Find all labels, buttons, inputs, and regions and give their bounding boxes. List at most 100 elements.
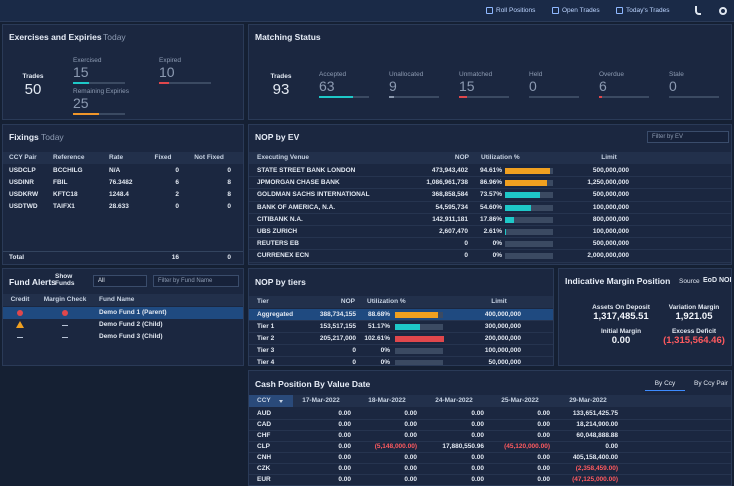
total-cell: 16 [171, 254, 179, 261]
stat-track [459, 96, 509, 98]
nop-value: 205,217,000 [319, 335, 356, 342]
column-header: Tier [257, 298, 269, 305]
stat-track [73, 113, 125, 115]
column-header: NOP [340, 298, 355, 305]
nop-value: 473,943,402 [431, 167, 468, 174]
nop-value: 0 [352, 347, 356, 354]
show-funds-label: Show Funds [55, 273, 75, 287]
toolbar-link[interactable]: Today's Trades [626, 7, 670, 14]
margin-label: Excess Deficit [671, 328, 717, 335]
nop-value: 1,086,961,738 [426, 179, 468, 187]
row-name: STATE STREET BANK LONDON [257, 167, 356, 174]
table-header [3, 294, 243, 306]
row-name: Tier 4 [257, 359, 275, 366]
trades-count: 93 [272, 81, 290, 98]
table-cell: 0.00 [404, 454, 417, 461]
table-cell: 8 [227, 191, 231, 198]
stat-bar [159, 82, 170, 84]
row-divider [249, 176, 731, 178]
stat-value: 10 [159, 64, 175, 80]
column-header: Not Fixed [194, 154, 224, 161]
toolbar-link[interactable]: Roll Positions [496, 7, 536, 14]
limit-value: 100,000,000 [484, 347, 521, 354]
utilization-label: 2.61% [483, 228, 502, 235]
panel-subtitle: Today [103, 32, 126, 42]
column-header: Limit [491, 298, 507, 305]
limit-value: 2,000,000,000 [587, 252, 629, 260]
panel-title: Fund Alerts [9, 277, 56, 287]
row-divider [249, 452, 731, 453]
fund-select[interactable]: All [93, 275, 147, 287]
table-cell: 0.00 [338, 443, 351, 450]
utilization-track [505, 216, 553, 223]
utilization-label: 54.60% [479, 203, 502, 211]
table-cell: 0.00 [404, 465, 417, 472]
trades-count: 50 [24, 81, 42, 98]
utilization-track [395, 360, 443, 365]
stat-track [73, 82, 125, 84]
row-name: JPMORGAN CHASE BANK [257, 179, 340, 187]
table-cell: 0.00 [537, 476, 550, 483]
fund-name[interactable]: Demo Fund 2 (Child) [99, 321, 163, 328]
limit-value: 50,000,000 [488, 359, 521, 366]
margin-value: 1,317,485.51 [593, 311, 649, 322]
stat-label: Held [529, 71, 543, 78]
nop-value: 0 [464, 252, 468, 260]
row-divider [249, 419, 731, 420]
table-cell: 1248.4 [109, 191, 129, 198]
utilization-bar [505, 180, 547, 187]
table-header [249, 152, 731, 164]
column-header: 18-Mar-2022 [368, 397, 406, 404]
limit-value: 500,000,000 [592, 191, 629, 199]
nop-value: 153,517,155 [319, 323, 356, 330]
dash-icon [62, 337, 68, 338]
column-header: Fund Name [99, 296, 135, 303]
row-divider [249, 212, 731, 214]
column-header: Reference [53, 154, 85, 161]
table-cell: 0.00 [537, 465, 550, 472]
panel-title: Matching Status [255, 32, 321, 42]
trades-label: Trades [270, 73, 292, 80]
panel-title: Fixings [9, 132, 39, 142]
stat-bar [73, 82, 89, 84]
table-cell: 0.00 [471, 410, 484, 417]
fund-name[interactable]: Demo Fund 1 (Parent) [99, 309, 167, 316]
nop-value: 388,734,155 [319, 311, 356, 318]
margin-value: 0.00 [611, 335, 631, 346]
utilization-bar [505, 168, 551, 174]
table-cell: CLP [257, 443, 270, 450]
utilization-label: 17.86% [479, 215, 502, 223]
table-cell: KFTC18 [53, 191, 78, 198]
filter-input[interactable]: Filter by Fund Name [153, 275, 239, 287]
table-cell: (47,125,000.00) [572, 476, 618, 483]
utilization-track [505, 253, 553, 260]
utilization-bar [505, 229, 507, 235]
utilization-label: 86.96% [479, 179, 502, 187]
table-cell: 0.00 [537, 421, 550, 428]
fund-name[interactable]: Demo Fund 3 (Child) [99, 333, 163, 340]
table-cell: 0 [227, 203, 231, 210]
column-header: 17-Mar-2022 [302, 397, 340, 404]
utilization-label: 88.68% [367, 311, 390, 318]
nop-value: 2,607,470 [439, 228, 468, 235]
table-cell: 76.3482 [109, 179, 133, 186]
tab[interactable]: By Ccy Pair [694, 380, 728, 387]
table-cell: 0.00 [605, 443, 618, 450]
table-cell: 60,048,888.88 [576, 432, 618, 439]
stat-value: 15 [459, 78, 475, 94]
table-cell: 0.00 [471, 454, 484, 461]
toolbar-link[interactable]: Open Trades [562, 7, 600, 14]
source-label: Source [679, 278, 700, 285]
column-header: Executing Venue [257, 154, 310, 161]
column-header: 25-Mar-2022 [501, 397, 539, 404]
tab[interactable]: By Ccy [654, 380, 676, 387]
utilization-label: 94.61% [479, 167, 502, 174]
filter-input[interactable]: Filter by EV [647, 131, 729, 143]
stat-label: Overdue [599, 71, 624, 78]
link-icon [552, 7, 559, 14]
toolbar: Roll Positions Open Trades Today's Trades [0, 0, 734, 22]
table-cell: (45,120,000.00) [504, 443, 550, 450]
link-icon [486, 7, 493, 14]
table-cell: 0.00 [338, 432, 351, 439]
table-cell: 0.00 [471, 465, 484, 472]
